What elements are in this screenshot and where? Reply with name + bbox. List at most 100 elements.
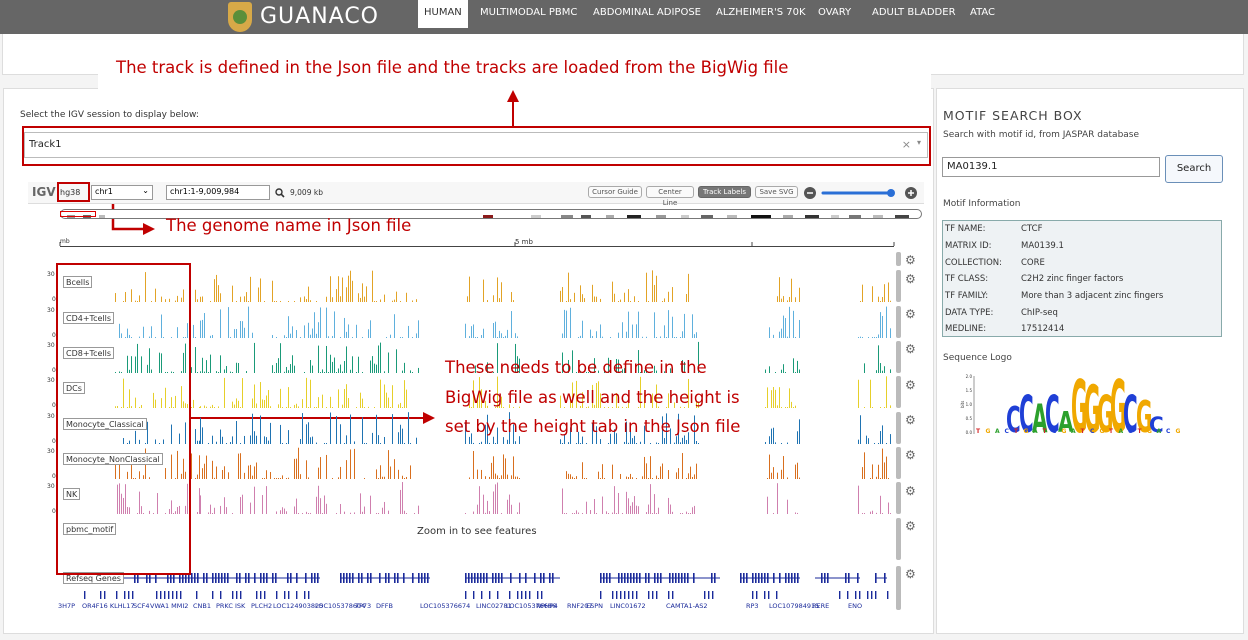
chromosome-select[interactable]: chr1 ⌄ [91, 185, 153, 200]
coverage-bar [278, 358, 279, 373]
coverage-bar [795, 405, 796, 408]
track-scrollbar[interactable] [896, 270, 901, 302]
track-label-bcells[interactable]: Bcells [63, 276, 93, 288]
track-labels-button[interactable]: Track Labels [698, 186, 751, 198]
coverage-bar [614, 293, 615, 302]
coverage-bar [692, 507, 693, 514]
track-label-refseq-genes[interactable]: Refseq Genes [63, 572, 124, 584]
track-gear-icon[interactable]: ⚙ [905, 342, 916, 356]
track-gear-icon[interactable]: ⚙ [905, 413, 916, 427]
nav-tab-ovary[interactable]: OVARY [818, 7, 852, 18]
track-label-monocyte-nonclassical[interactable]: Monocyte_NonClassical [63, 453, 163, 465]
track-axis-max: 30 [47, 377, 55, 384]
track-gear-icon[interactable]: ⚙ [905, 448, 916, 462]
nav-tab-atac[interactable]: ATAC [970, 7, 996, 18]
track-gear-icon[interactable]: ⚙ [905, 484, 916, 498]
nav-tab-human[interactable]: HUMAN [418, 0, 468, 28]
coverage-bar [507, 439, 508, 444]
coverage-bar [662, 301, 663, 302]
track-scrollbar[interactable] [896, 252, 901, 266]
save-svg-button[interactable]: Save SVG [755, 186, 798, 198]
track-scrollbar[interactable] [896, 566, 901, 610]
coverage-bar [511, 504, 512, 514]
nav-tab-multimodal-pbmc[interactable]: MULTIMODAL PBMC [480, 7, 578, 18]
coverage-bar [390, 407, 391, 408]
coverage-bar [388, 450, 389, 479]
chromosome-ideogram[interactable] [60, 209, 922, 219]
track-scrollbar[interactable] [896, 306, 901, 338]
coverage-bar [218, 285, 219, 302]
track-scrollbar[interactable] [896, 412, 901, 444]
coverage-bar [670, 428, 671, 444]
coverage-bar [479, 443, 480, 444]
nav-tab-abdominal-adipose[interactable]: ABDOMINAL ADIPOSE [593, 7, 701, 18]
coverage-bar [497, 475, 498, 479]
gene-label: RNF207 [567, 602, 593, 610]
clear-icon[interactable]: × [901, 138, 911, 151]
guanaco-logo-icon[interactable] [228, 2, 252, 32]
motif-search-button[interactable]: Search [1165, 155, 1223, 183]
nav-tab-adult-bladder[interactable]: ADULT BLADDER [872, 7, 956, 18]
coverage-bar [600, 298, 601, 302]
coverage-bar [483, 494, 484, 514]
coverage-bar [149, 348, 150, 373]
callout-tracks-line3: set by the height tab in the Json file [445, 417, 741, 436]
coverage-bar [481, 335, 482, 338]
coverage-bar [326, 407, 327, 408]
coverage-bar [511, 311, 512, 338]
track-label-monocyte-classical[interactable]: Monocyte_Classical [63, 418, 147, 430]
track-scrollbar[interactable] [896, 341, 901, 373]
track-label-dcs[interactable]: DCs [63, 382, 85, 394]
track-gear-icon[interactable]: ⚙ [905, 253, 916, 267]
track-scrollbar[interactable] [896, 518, 901, 560]
zoom-slider[interactable] [803, 186, 919, 200]
track-gear-icon[interactable]: ⚙ [905, 519, 916, 533]
track-label-cd8-tcells[interactable]: CD8+Tcells [63, 347, 114, 359]
app-logo-text[interactable]: GUANACO [260, 4, 379, 29]
coverage-bar [398, 469, 399, 479]
nav-tab-alzheimers-70k[interactable]: ALZHEIMER'S 70K [716, 7, 806, 18]
gene-exon [296, 573, 298, 583]
track-scrollbar[interactable] [896, 376, 901, 408]
center-line-button[interactable]: Center Line [646, 186, 694, 207]
coverage-bar [406, 389, 407, 408]
chevron-down-icon[interactable]: ▾ [916, 138, 921, 147]
gene-exon [240, 591, 242, 599]
coverage-bar [400, 301, 401, 302]
coverage-bar [394, 459, 395, 479]
coverage-bar [388, 397, 389, 408]
gene-exon [179, 573, 181, 583]
track-label-cd4-tcells[interactable]: CD4+Tcells [63, 312, 114, 324]
gene-exon [857, 573, 859, 583]
cursor-guide-button[interactable]: Cursor Guide [588, 186, 642, 198]
track-gear-icon[interactable]: ⚙ [905, 272, 916, 286]
locus-input[interactable]: chr1:1-9,009,984 [166, 185, 270, 200]
track-scrollbar[interactable] [896, 447, 901, 479]
search-icon[interactable] [275, 188, 285, 198]
coverage-bar [226, 443, 227, 444]
igv-session-select[interactable]: Track1 × ▾ [24, 132, 928, 158]
genome-name[interactable]: hg38 [60, 188, 81, 197]
track-gear-icon[interactable]: ⚙ [905, 567, 916, 581]
coverage-bar [799, 287, 800, 302]
coverage-bar [346, 384, 347, 408]
gene-exon [314, 573, 316, 583]
gene-exon [156, 591, 158, 599]
info-key-tf-name: TF NAME: [945, 224, 986, 234]
gene-exon [346, 573, 348, 583]
ruler-left-label: mb [60, 238, 70, 245]
coverage-bar [214, 407, 215, 408]
coverage-bar [564, 434, 565, 444]
coverage-bar [344, 317, 345, 338]
coverage-bar [270, 422, 271, 444]
track-gear-icon[interactable]: ⚙ [905, 378, 916, 392]
track-gear-icon[interactable]: ⚙ [905, 307, 916, 321]
motif-id-input[interactable]: MA0139.1 [942, 157, 1160, 177]
coverage-bar [119, 459, 120, 479]
gene-exon [867, 591, 869, 599]
track-label-pbmc-motif[interactable]: pbmc_motif [63, 523, 117, 535]
gene-exon [600, 573, 602, 583]
logo-letter-small: T [1081, 428, 1086, 435]
track-label-nk[interactable]: NK [63, 488, 81, 500]
track-scrollbar[interactable] [896, 482, 901, 514]
